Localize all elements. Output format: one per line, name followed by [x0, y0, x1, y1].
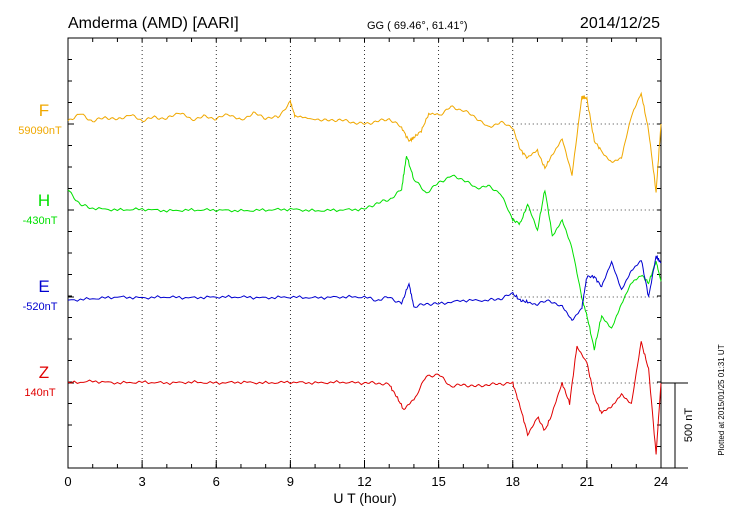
series-name-h: H	[38, 191, 50, 210]
baseline-value-h: -430nT	[23, 215, 58, 227]
date-label: 2014/12/25	[580, 15, 660, 32]
series-name-f: F	[39, 101, 49, 120]
station-title: Amderma (AMD) [AARI]	[68, 15, 239, 32]
scale-bar: 500 nT	[661, 382, 695, 469]
x-tick-label: 24	[654, 474, 668, 489]
x-tick-label: 3	[139, 474, 146, 489]
trace-f	[67, 91, 662, 193]
series-name-e: E	[38, 277, 49, 296]
x-tick-label: 0	[64, 474, 71, 489]
x-tick-label: 12	[357, 474, 371, 489]
series-traces	[67, 91, 662, 455]
x-tick-label: 21	[580, 474, 594, 489]
x-tick-label: 18	[506, 474, 520, 489]
series-labels: F 59090nT H -430nT E -520nT Z 140nT	[18, 101, 62, 399]
x-tick-label: 15	[431, 474, 445, 489]
baseline-value-z: 140nT	[24, 387, 55, 399]
x-axis-label: U T (hour)	[333, 490, 396, 506]
coordinates-label: GG ( 69.46°, 61.41°)	[367, 20, 468, 32]
trace-z	[67, 341, 662, 455]
baseline-value-e: -520nT	[23, 301, 58, 313]
x-tick-label: 6	[213, 474, 220, 489]
scale-bar-label: 500 nT	[683, 408, 695, 443]
plotted-at-label: Plotted at 2015/01/25 01:31 UT	[717, 344, 726, 455]
trace-h	[67, 156, 662, 351]
trace-e	[67, 254, 662, 321]
series-name-z: Z	[39, 363, 49, 382]
baseline-value-f: 59090nT	[18, 125, 62, 137]
grid	[141, 38, 588, 468]
x-ticks: 0 3 6 9 12 15 18 21 24	[64, 38, 668, 489]
x-tick-label: 9	[287, 474, 294, 489]
